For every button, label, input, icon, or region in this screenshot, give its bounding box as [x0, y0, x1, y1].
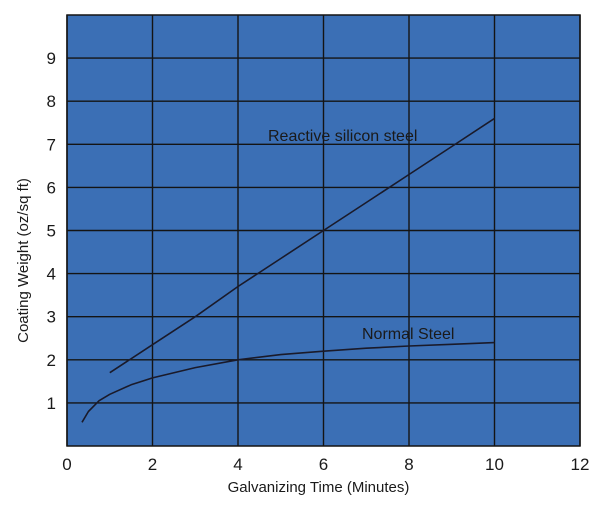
grid	[66, 15, 581, 446]
x-tick-label: 10	[485, 455, 504, 474]
y-tick-label: 8	[47, 92, 56, 111]
y-tick-label: 5	[47, 222, 56, 241]
x-tick-label: 6	[319, 455, 328, 474]
series-label-reactive-silicon-steel: Reactive silicon steel	[268, 128, 417, 145]
x-tick-label: 12	[571, 455, 590, 474]
x-tick-label: 4	[233, 455, 242, 474]
series-line-reactive-silicon-steel	[109, 117, 495, 374]
y-tick-label: 3	[47, 308, 56, 327]
x-tick-label: 0	[62, 455, 71, 474]
x-tick-label: 8	[404, 455, 413, 474]
x-tick-label: 2	[148, 455, 157, 474]
series-lines	[81, 117, 495, 423]
y-tick-label: 4	[47, 265, 56, 284]
y-tick-label: 1	[47, 394, 56, 413]
y-tick-label: 6	[47, 178, 56, 197]
series-line-normal-steel	[81, 341, 495, 423]
x-axis-title: Galvanizing Time (Minutes)	[228, 479, 410, 496]
series-label-normal-steel: Normal Steel	[362, 326, 454, 343]
y-axis-title: Coating Weight (oz/sq ft)	[15, 178, 32, 343]
y-tick-label: 9	[47, 49, 56, 68]
y-tick-label: 2	[47, 351, 56, 370]
y-tick-label: 7	[47, 135, 56, 154]
